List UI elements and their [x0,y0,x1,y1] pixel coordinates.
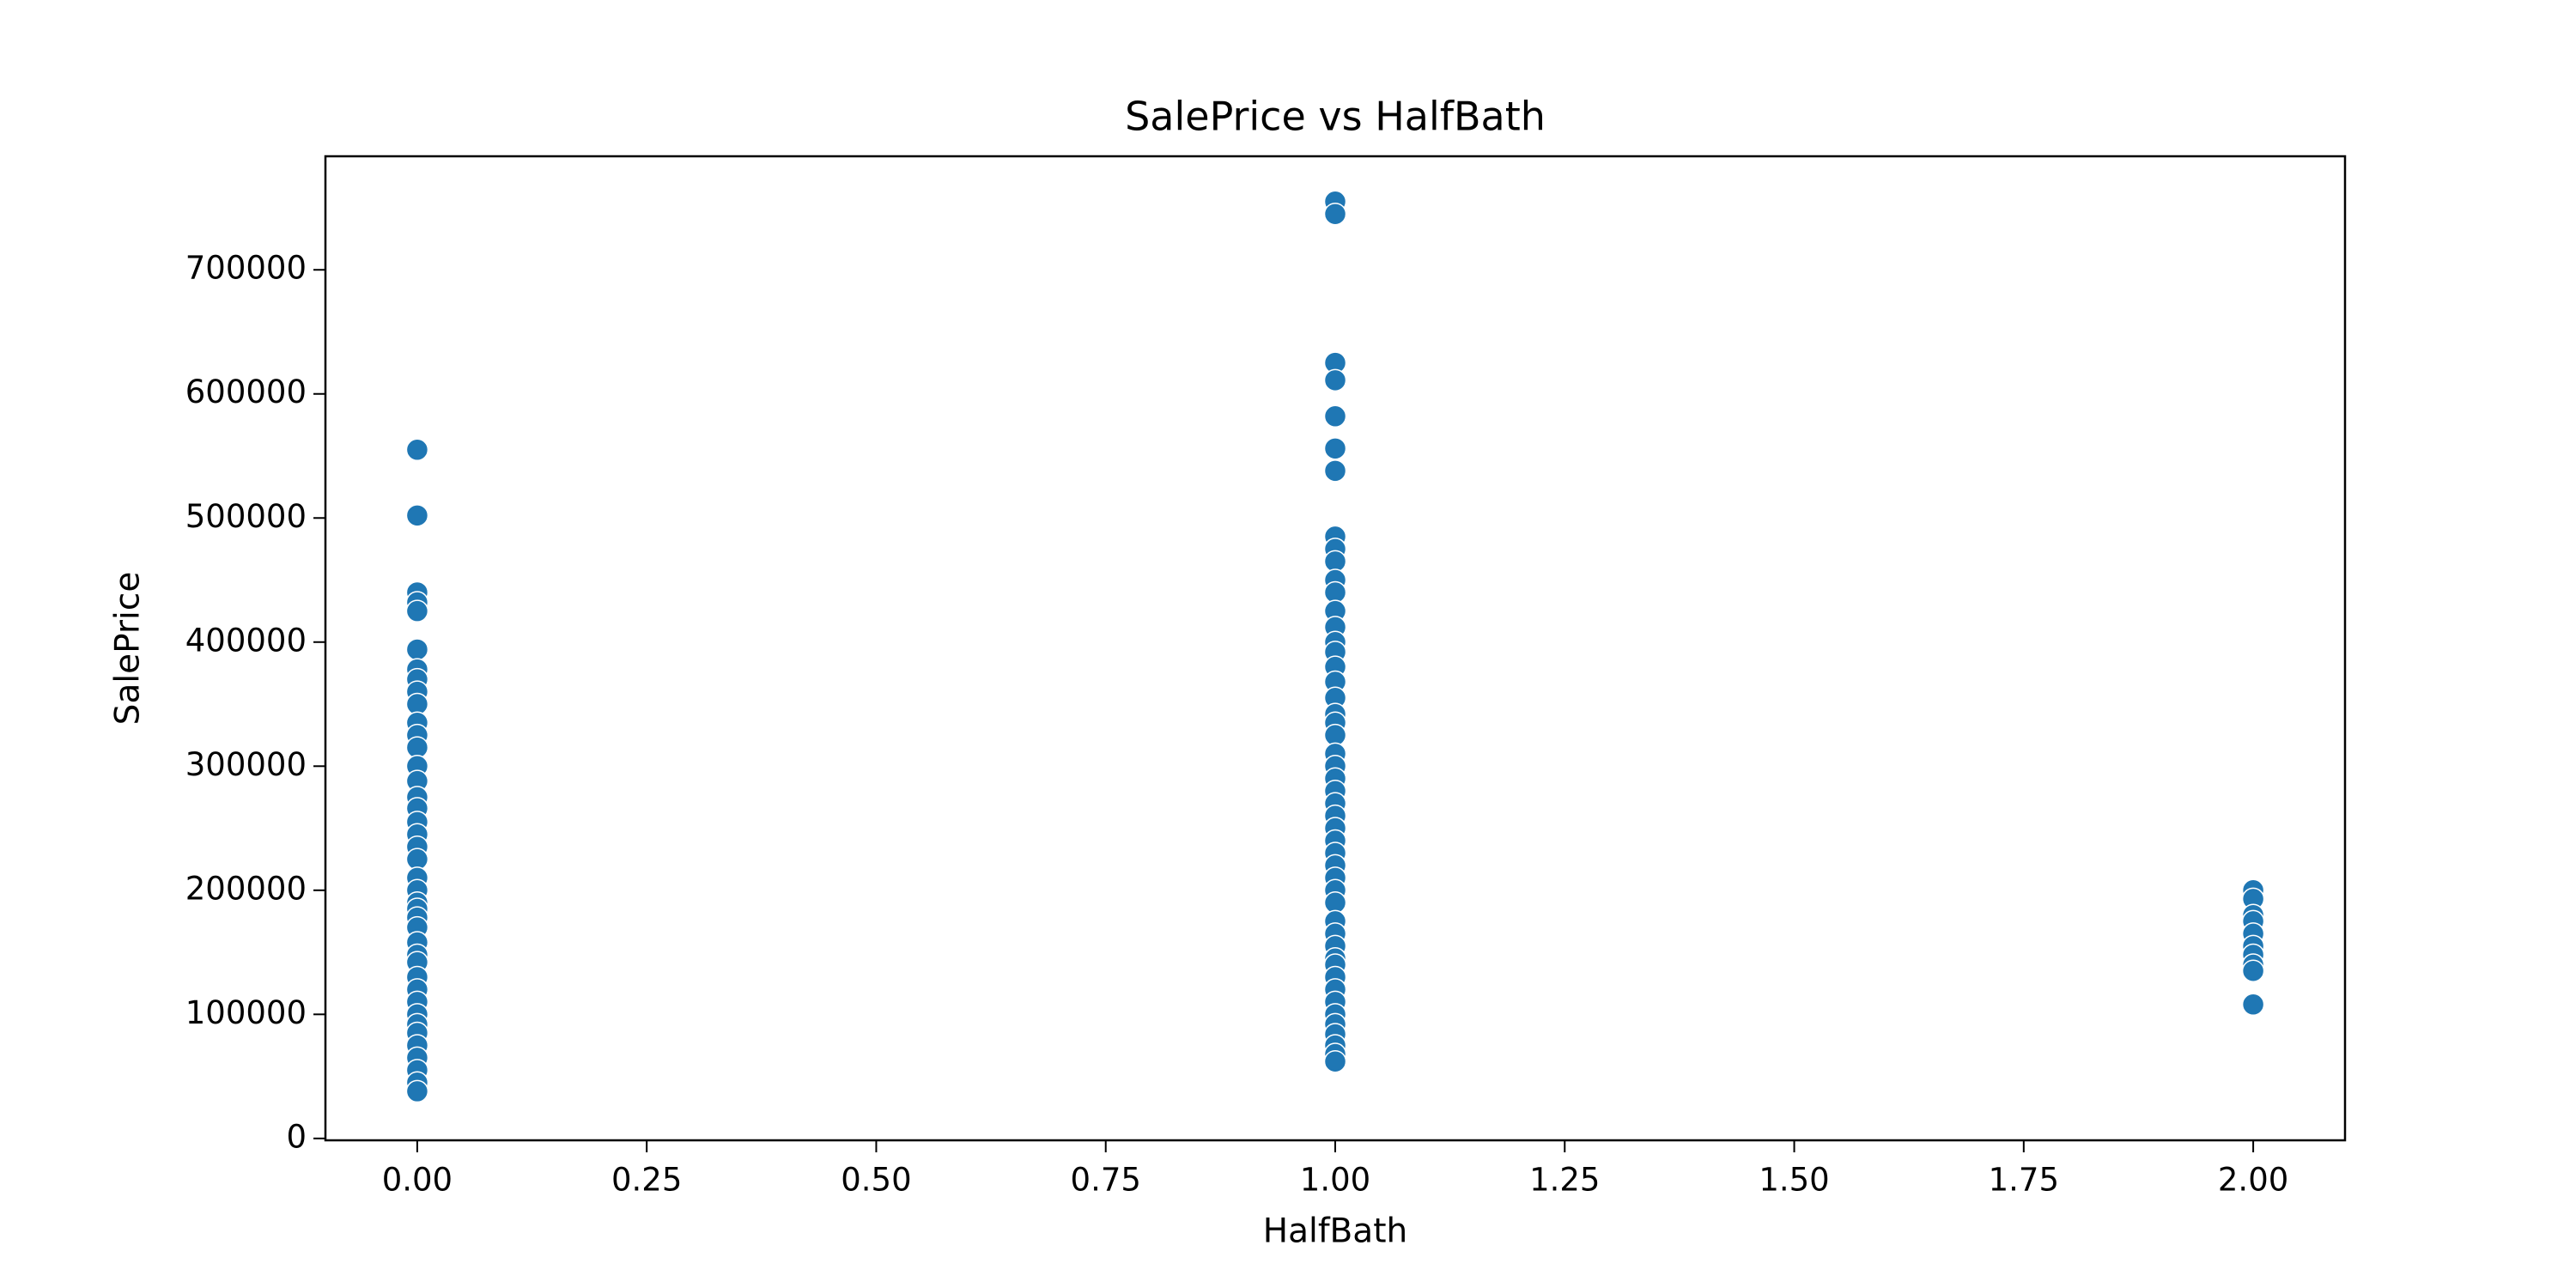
y-tick-label: 400000 [185,622,307,659]
point [405,599,429,623]
y-tick-label: 600000 [185,374,307,410]
x-tick-label: 2.00 [2218,1162,2288,1199]
y-tick-label: 300000 [185,746,307,783]
plot-frame [324,155,2347,1142]
y-tick-label: 700000 [185,250,307,287]
x-tick-label: 1.00 [1300,1162,1370,1199]
x-tick-label: 1.25 [1529,1162,1600,1199]
point [1323,459,1347,483]
y-axis-label: SalePrice [109,572,148,726]
x-tick-label: 0.75 [1071,1162,1141,1199]
x-tick-label: 0.00 [382,1162,453,1199]
x-tick-label: 0.50 [841,1162,911,1199]
y-tick-label: 100000 [185,994,307,1031]
point [2241,959,2265,982]
x-tick-label: 1.75 [1989,1162,2059,1199]
point [405,638,429,661]
point [2241,993,2265,1017]
point [1323,1049,1347,1073]
x-tick-label: 0.25 [611,1162,682,1199]
point [405,1079,429,1103]
point [405,438,429,462]
chart-title: SalePrice vs HalfBath [1125,94,1546,140]
x-tick-label: 1.50 [1759,1162,1829,1199]
point [1323,437,1347,460]
point [1323,368,1347,392]
y-tick-label: 200000 [185,870,307,907]
y-tick-label: 0 [286,1118,307,1155]
point [1323,404,1347,428]
x-axis-label: HalfBath [1263,1212,1407,1251]
point [1323,202,1347,226]
y-tick-label: 500000 [185,498,307,535]
point [405,504,429,527]
